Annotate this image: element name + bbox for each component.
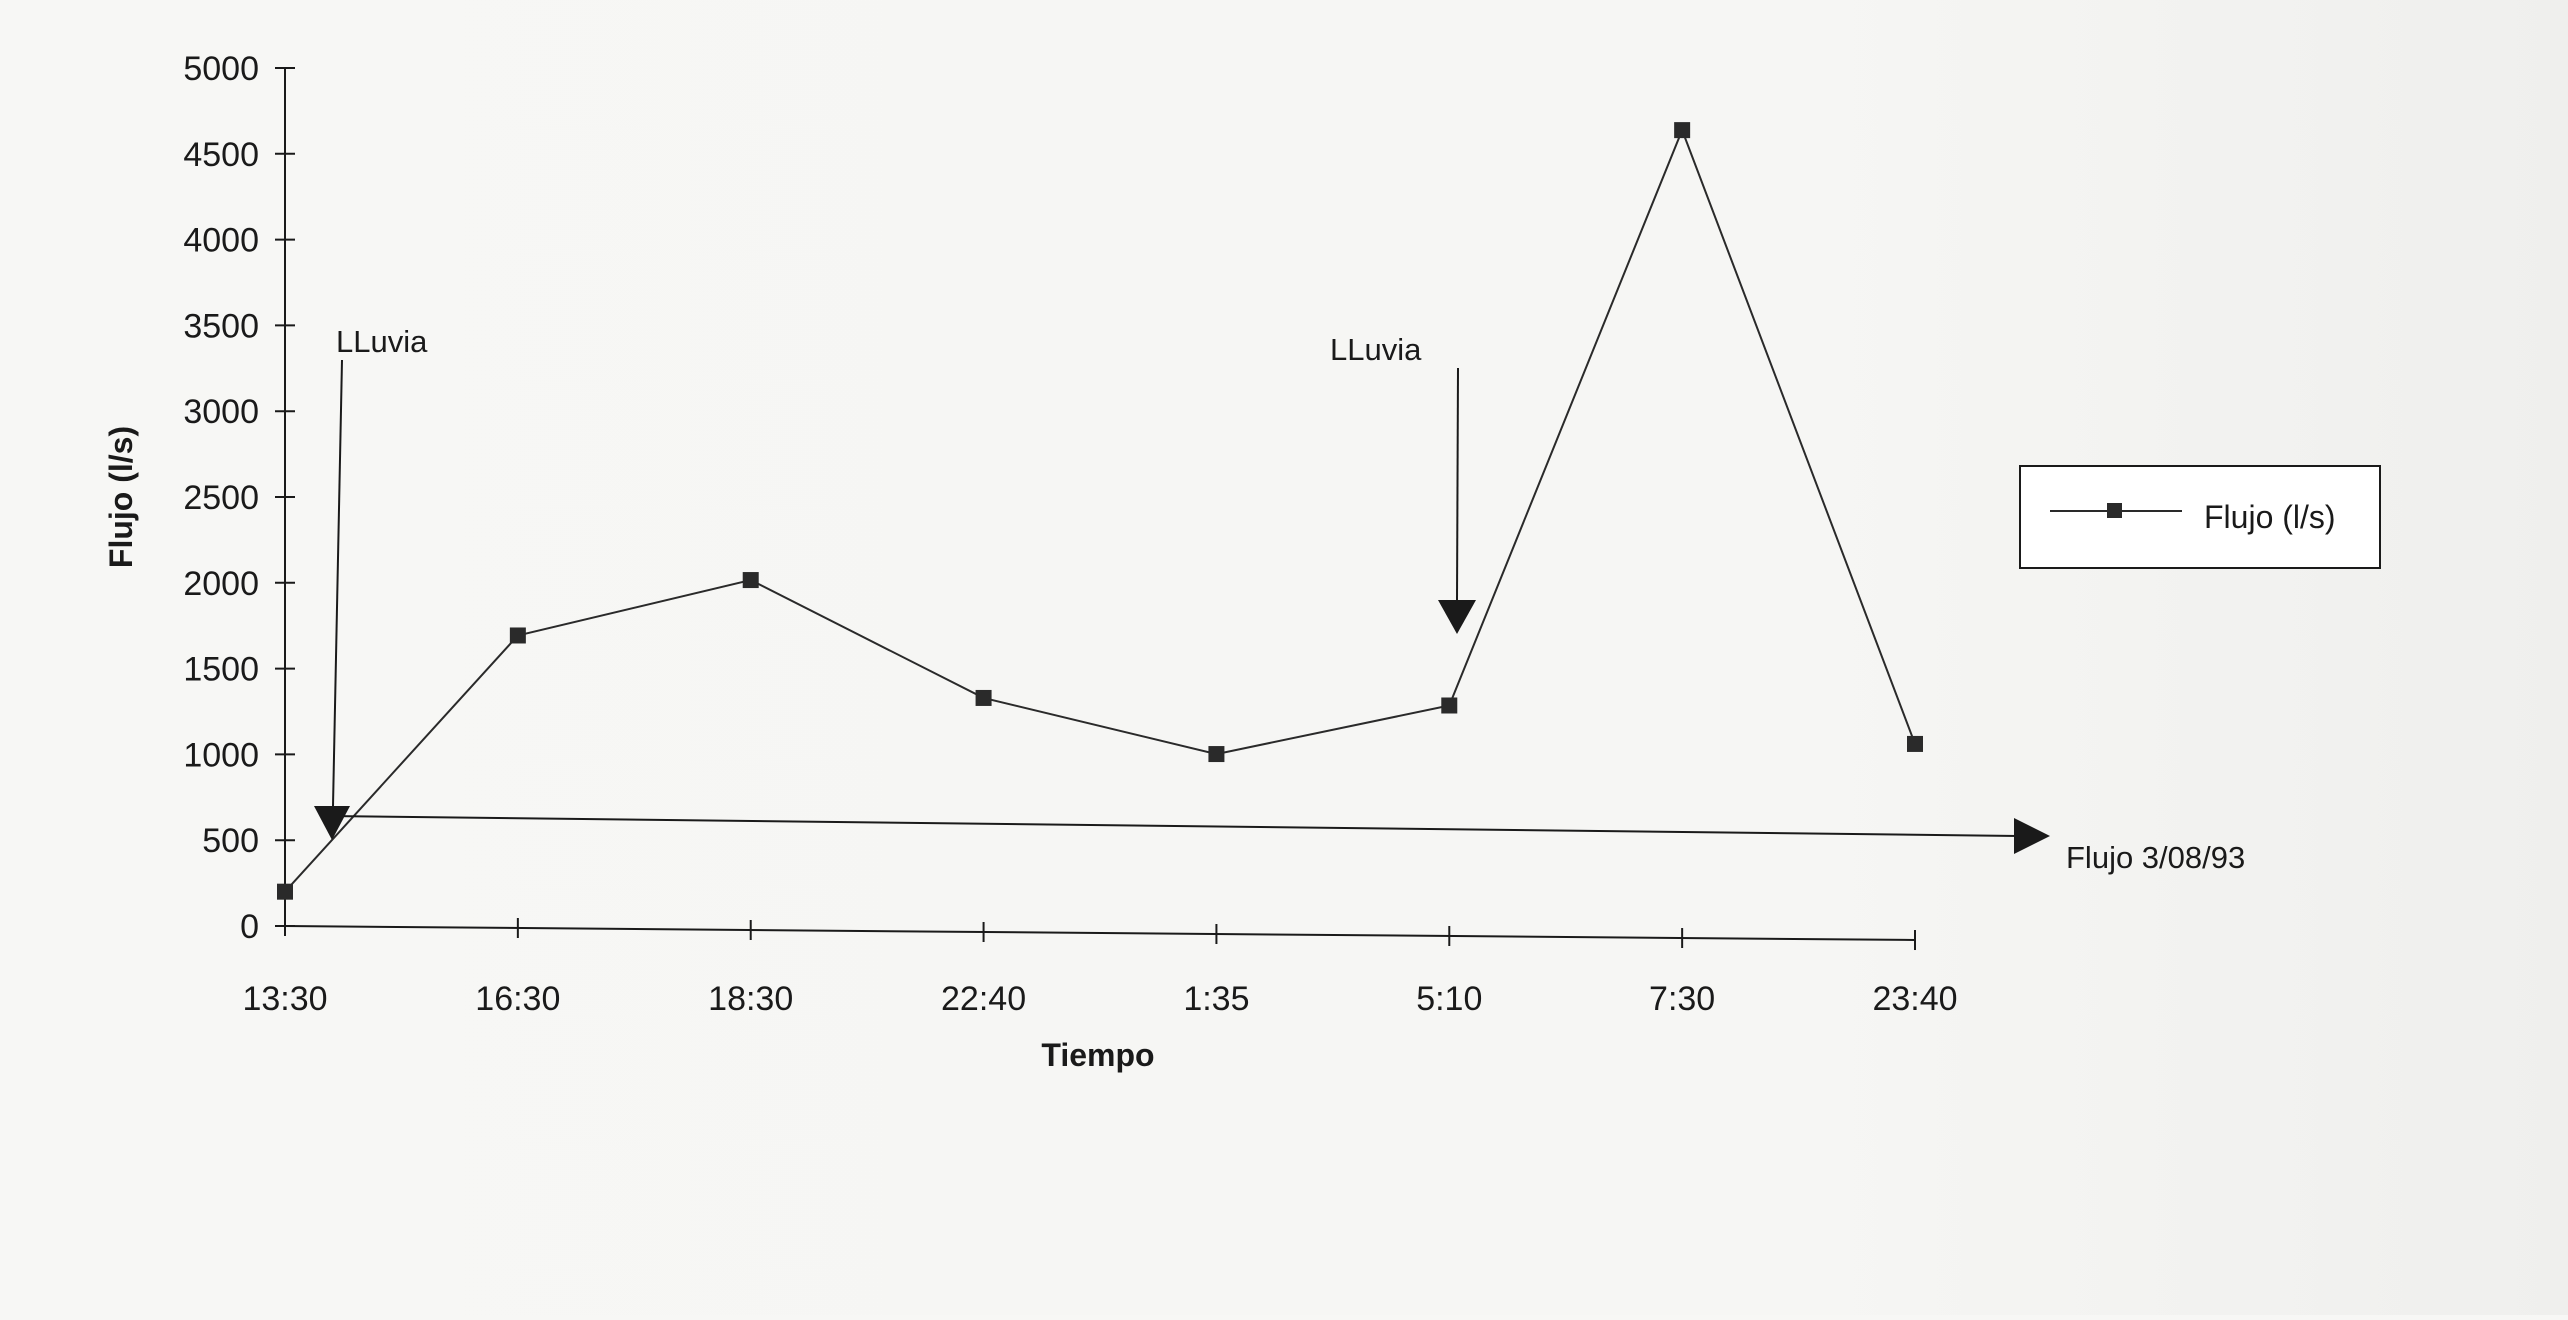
legend-label-flujo: Flujo (l/s) (2204, 499, 2336, 535)
x-tick-label: 18:30 (708, 980, 793, 1018)
y-axis-ticks: 0 500 1000 1500 2000 2500 3000 3500 4000 4500 5000 (183, 50, 295, 946)
legend-marker-sample (2107, 503, 2122, 518)
data-point-1-35 (1208, 746, 1225, 763)
flow-date-arrow-head (2014, 818, 2050, 854)
y-tick-label: 3000 (183, 393, 259, 431)
rain-arrow-shaft-1 (332, 359, 343, 807)
x-tick-label: 16:30 (475, 980, 560, 1018)
data-point-22-40 (975, 689, 992, 706)
legend: Flujo (l/s) (2019, 465, 2381, 569)
y-tick-label: 1000 (183, 736, 259, 774)
x-tick-label: 23:40 (1872, 980, 1957, 1018)
series-line-flujo (284, 127, 1916, 893)
data-point-16-30 (509, 627, 526, 644)
flow-date-arrow-shaft (327, 815, 2019, 837)
rain-arrow-head-2 (1438, 600, 1476, 634)
rain-annotation-1: LLuvia (314, 324, 428, 840)
flow-date-annotation: Flujo 3/08/93 (327, 815, 2245, 875)
rain-arrow-head-1 (314, 806, 350, 840)
x-tick-label: 1:35 (1183, 980, 1249, 1018)
data-point-5-10 (1441, 697, 1458, 714)
y-tick-label: 2000 (183, 565, 259, 603)
x-tick-label: 5:10 (1416, 980, 1482, 1018)
y-axis-title: Flujo (l/s) (103, 426, 139, 568)
flow-date-label: Flujo 3/08/93 (2066, 840, 2245, 875)
y-tick-label: 1500 (183, 651, 259, 689)
data-point-18-30 (742, 572, 759, 589)
y-tick-label: 500 (202, 822, 259, 860)
x-tick-label: 7:30 (1649, 980, 1715, 1018)
rain-annotation-label-1: LLuvia (336, 324, 428, 359)
data-point-13-30 (277, 883, 293, 900)
data-point-23-40 (1907, 735, 1923, 752)
rain-annotation-2: LLuvia (1330, 332, 1476, 634)
x-axis-line (284, 925, 1916, 941)
series-markers (277, 122, 1923, 900)
y-tick-label: 4500 (183, 136, 259, 174)
y-tick-label: 4000 (183, 222, 259, 260)
rain-arrow-shaft-2 (1456, 367, 1459, 601)
y-tick-label: 5000 (183, 50, 259, 88)
x-tick-label: 22:40 (941, 980, 1026, 1018)
y-tick-label: 2500 (183, 479, 259, 517)
y-tick-label: 3500 (183, 307, 259, 345)
x-axis-title: Tiempo (1041, 1037, 1154, 1073)
y-tick-label: 0 (240, 908, 259, 946)
x-tick-label: 13:30 (242, 980, 327, 1018)
x-axis-ticks: 13:30 16:30 18:30 22:40 1:35 5:10 7:30 23:40 (242, 916, 1958, 1018)
data-point-7-30 (1674, 122, 1691, 139)
legend-box (2019, 465, 2381, 569)
rain-annotation-label-2: LLuvia (1330, 332, 1422, 367)
